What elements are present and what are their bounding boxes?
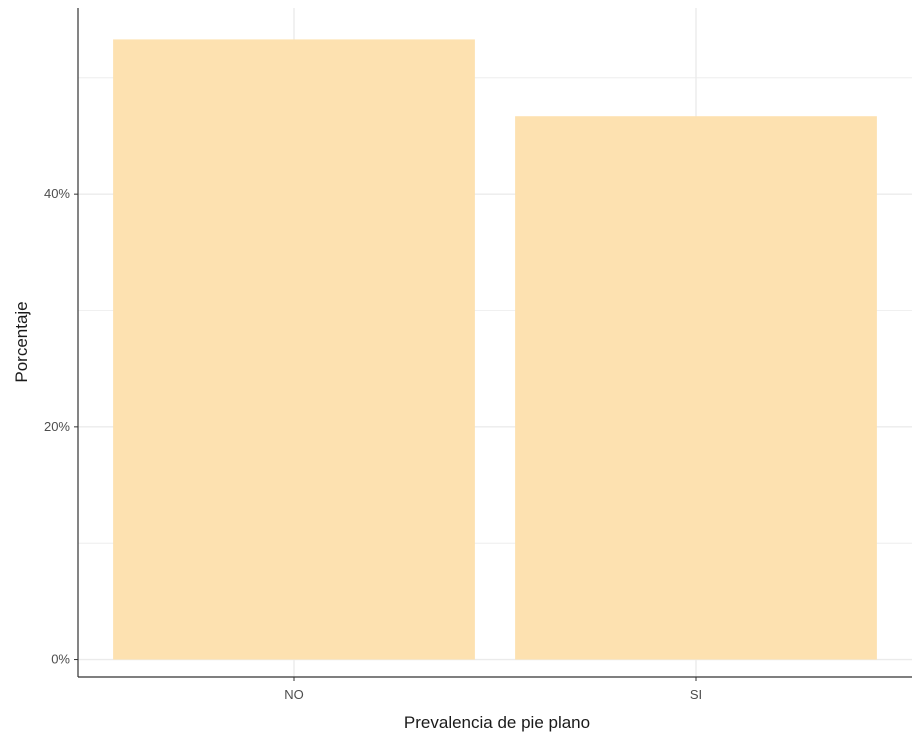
bar-no	[113, 39, 475, 660]
axes-layer	[77, 8, 912, 678]
x-tick-label: SI	[690, 687, 702, 702]
bar-si	[515, 116, 877, 660]
x-tick-label: NO	[284, 687, 304, 702]
y-tick-label: 0%	[51, 652, 70, 667]
ticks-layer: 0% 20% 40% NO SI	[44, 186, 702, 702]
y-tick-label: 20%	[44, 419, 70, 434]
x-axis-title: Prevalencia de pie plano	[404, 713, 590, 732]
bars-layer	[113, 39, 877, 660]
y-axis-title: Porcentaje	[12, 301, 31, 382]
y-tick-label: 40%	[44, 186, 70, 201]
